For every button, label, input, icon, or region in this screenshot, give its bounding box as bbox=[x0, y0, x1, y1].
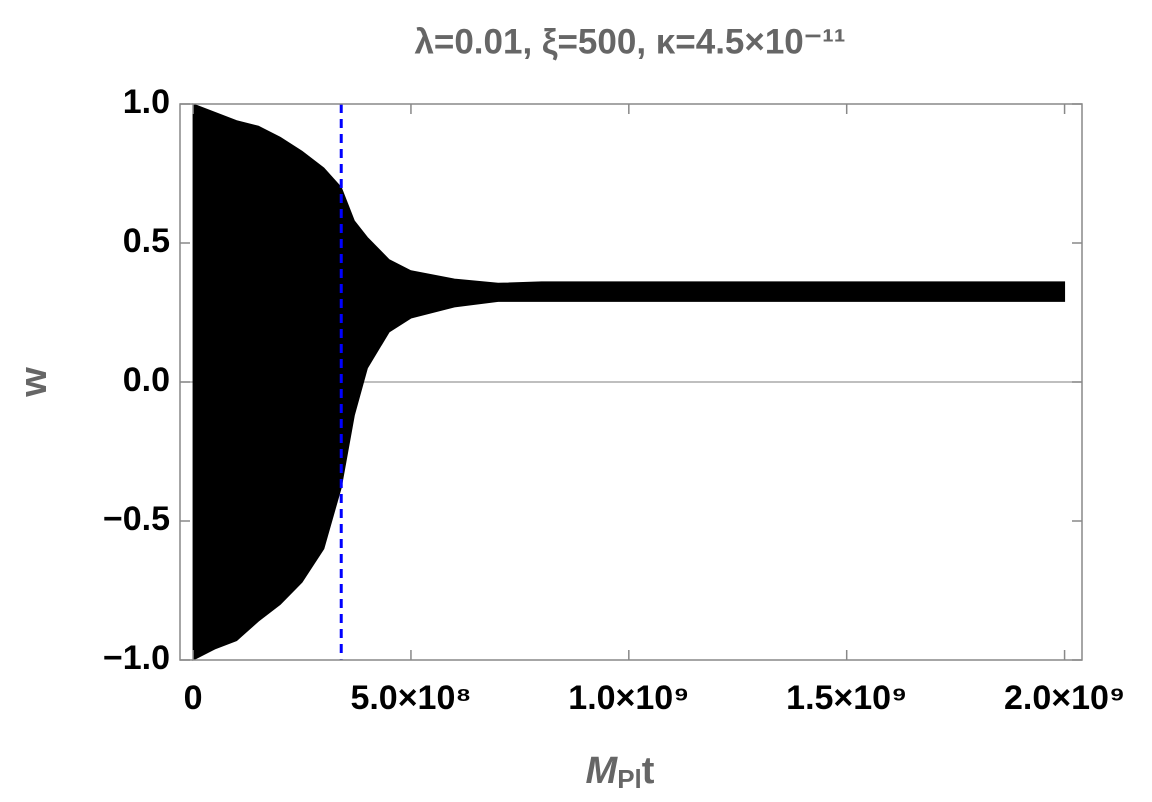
x-label-part: M bbox=[586, 750, 619, 792]
x-tick-label: 0 bbox=[184, 679, 203, 717]
y-axis-label: w bbox=[13, 367, 55, 398]
y-tick-label: −1.0 bbox=[103, 639, 170, 677]
y-tick-label: 0.0 bbox=[123, 361, 170, 399]
x-tick-label: 1.5×10⁹ bbox=[786, 679, 907, 717]
x-label-part: Pl bbox=[617, 764, 642, 794]
y-tick-label: 0.5 bbox=[123, 222, 170, 260]
y-tick-label: 1.0 bbox=[123, 83, 170, 121]
x-tick-label: 2.0×10⁹ bbox=[1004, 679, 1125, 717]
x-axis-label: MPlt bbox=[586, 750, 655, 794]
x-label-part: t bbox=[642, 750, 655, 792]
chart-title: λ=0.01, ξ=500, κ=4.5×10⁻¹¹ bbox=[414, 22, 845, 61]
oscillation-band bbox=[192, 103, 1066, 661]
y-tick-label: −0.5 bbox=[103, 500, 170, 538]
x-tick-label: 1.0×10⁹ bbox=[568, 679, 689, 717]
x-tick-label: 5.0×10⁸ bbox=[350, 679, 471, 717]
